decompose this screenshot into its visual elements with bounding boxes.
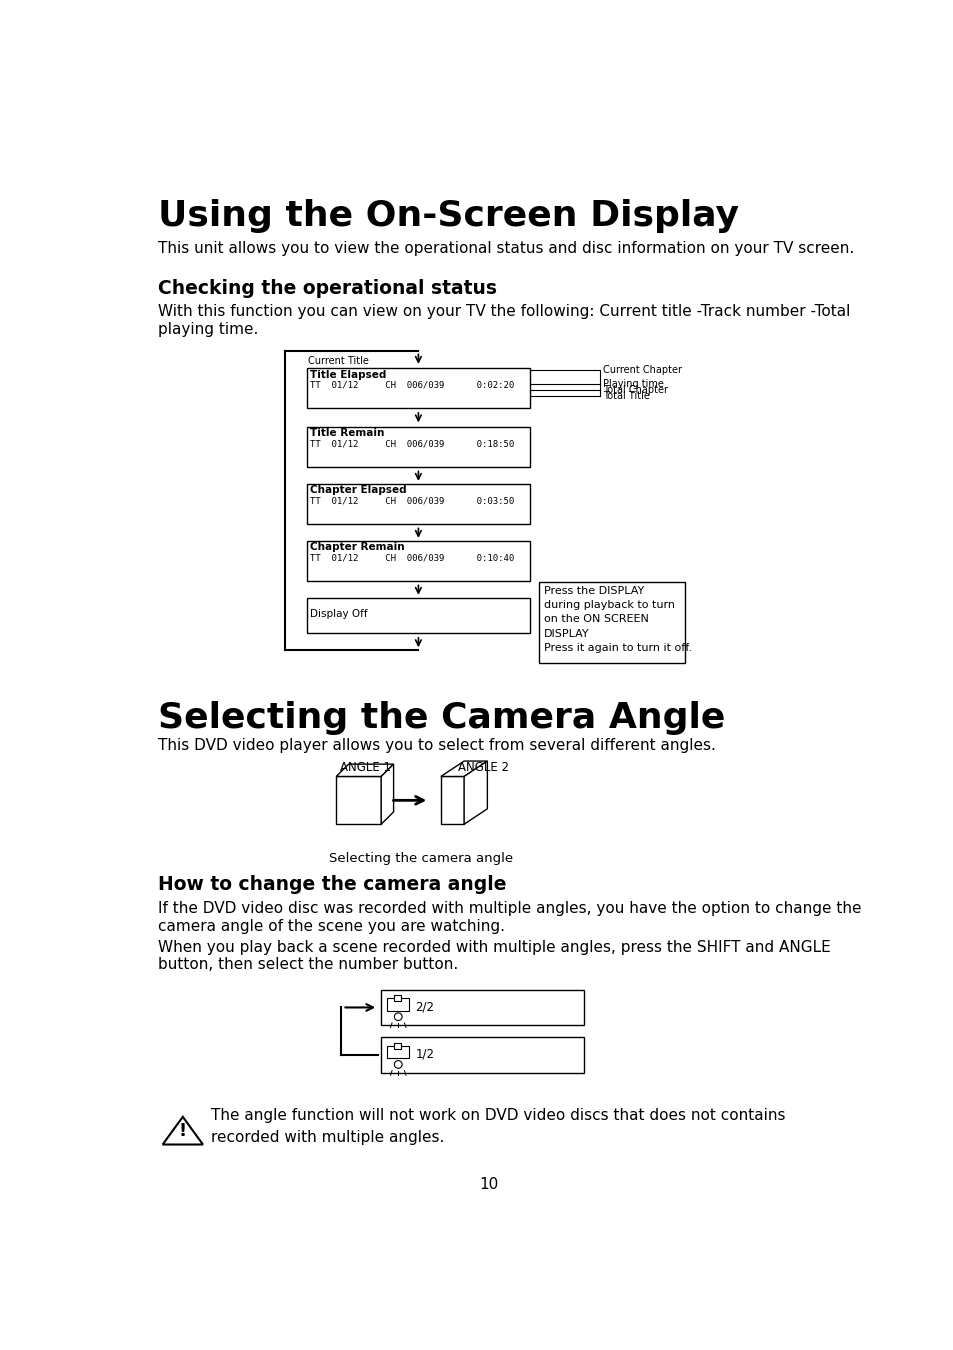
Bar — [538, 582, 684, 663]
Text: If the DVD video disc was recorded with multiple angles, you have the option to : If the DVD video disc was recorded with … — [158, 902, 861, 934]
Text: How to change the camera angle: How to change the camera angle — [158, 875, 506, 894]
Bar — [387, 1046, 409, 1058]
Bar — [307, 541, 530, 580]
Text: The angle function will not work on DVD video discs that does not contains
recor: The angle function will not work on DVD … — [211, 1107, 784, 1145]
Polygon shape — [440, 776, 464, 825]
Text: TT  01/12     CH  006/039      0:03:50: TT 01/12 CH 006/039 0:03:50 — [310, 497, 514, 505]
Text: Chapter Elapsed: Chapter Elapsed — [310, 486, 406, 495]
Bar — [381, 1038, 583, 1073]
Bar — [307, 427, 530, 467]
Text: !: ! — [178, 1122, 187, 1139]
Text: Playing time: Playing time — [602, 379, 663, 389]
Text: 10: 10 — [478, 1177, 498, 1192]
Text: Total Title: Total Title — [602, 392, 649, 401]
Bar — [307, 369, 530, 409]
Text: TT  01/12     CH  006/039      0:18:50: TT 01/12 CH 006/039 0:18:50 — [310, 439, 514, 448]
Text: This DVD video player allows you to select from several different angles.: This DVD video player allows you to sele… — [158, 738, 715, 753]
Text: ANGLE 2: ANGLE 2 — [457, 761, 509, 774]
Text: Press the DISPLAY
during playback to turn
on the ON SCREEN
DISPLAY
Press it agai: Press the DISPLAY during playback to tur… — [543, 586, 691, 653]
Polygon shape — [464, 761, 487, 825]
Text: When you play back a scene recorded with multiple angles, press the SHIFT and AN: When you play back a scene recorded with… — [158, 940, 830, 972]
Text: Display Off: Display Off — [310, 609, 367, 618]
Text: Selecting the camera angle: Selecting the camera angle — [329, 852, 513, 865]
Text: With this function you can view on your TV the following: Current title -Track n: With this function you can view on your … — [158, 305, 849, 338]
Text: Total Chapter: Total Chapter — [602, 385, 667, 396]
Polygon shape — [440, 761, 487, 776]
Text: Current Chapter: Current Chapter — [602, 364, 681, 375]
Text: Using the On-Screen Display: Using the On-Screen Display — [158, 198, 739, 234]
Bar — [381, 990, 583, 1025]
Text: 1/2: 1/2 — [415, 1048, 434, 1061]
Text: Selecting the Camera Angle: Selecting the Camera Angle — [158, 701, 724, 734]
Bar — [307, 483, 530, 524]
Bar — [307, 598, 530, 633]
Text: Checking the operational status: Checking the operational status — [158, 279, 497, 298]
Text: Title Elapsed: Title Elapsed — [310, 370, 386, 379]
Circle shape — [394, 1061, 402, 1068]
Text: Current Title: Current Title — [308, 356, 369, 366]
Text: ANGLE 1: ANGLE 1 — [340, 761, 391, 774]
Circle shape — [394, 1012, 402, 1021]
Polygon shape — [162, 1116, 203, 1145]
Bar — [394, 1044, 401, 1049]
Polygon shape — [335, 764, 394, 776]
Bar — [394, 995, 401, 1002]
Text: Chapter Remain: Chapter Remain — [310, 543, 404, 552]
Bar — [387, 998, 409, 1011]
Text: This unit allows you to view the operational status and disc information on your: This unit allows you to view the operati… — [158, 240, 853, 255]
Text: TT  01/12     CH  006/039      0:10:40: TT 01/12 CH 006/039 0:10:40 — [310, 554, 514, 562]
Text: TT  01/12     CH  006/039      0:02:20: TT 01/12 CH 006/039 0:02:20 — [310, 381, 514, 390]
Polygon shape — [381, 764, 394, 825]
Bar — [335, 776, 381, 825]
Text: 2/2: 2/2 — [415, 1000, 434, 1014]
Text: Title Remain: Title Remain — [310, 428, 384, 439]
